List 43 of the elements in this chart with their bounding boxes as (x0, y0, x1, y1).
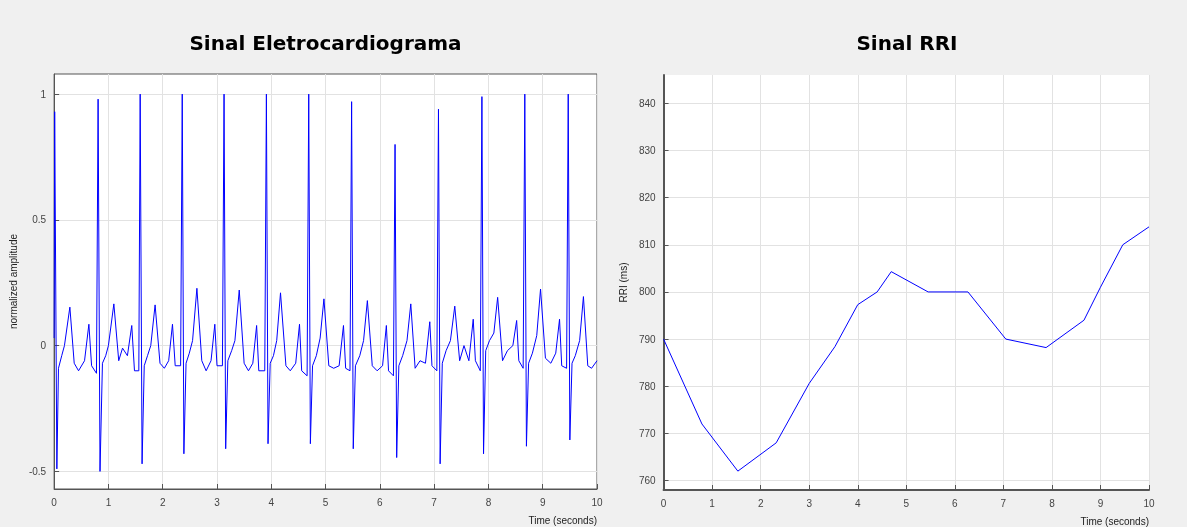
x-tick-label: 3 (806, 497, 813, 509)
y-tick-label: 830 (638, 144, 657, 156)
y-tick-label: -0.5 (28, 465, 47, 477)
x-axis-title: Time (seconds) (1080, 515, 1149, 527)
y-tick-label: 800 (638, 286, 657, 298)
line-series (663, 226, 1150, 472)
x-tick-label: 4 (854, 497, 861, 509)
x-tick-label: 6 (377, 496, 384, 508)
y-tick-label: 810 (638, 239, 657, 251)
line-series (53, 93, 598, 472)
chart-title: Sinal RRI (856, 31, 958, 55)
y-tick-label: 0.5 (32, 214, 47, 226)
y-tick-label: 770 (638, 427, 657, 439)
x-tick-label: 10 (1143, 497, 1155, 509)
x-tick-label: 9 (539, 496, 546, 508)
x-tick-label: 8 (485, 496, 492, 508)
x-tick-label: 6 (952, 497, 959, 509)
x-tick-label: 0 (51, 496, 58, 508)
x-tick-label: 3 (214, 496, 221, 508)
x-tick-label: 1 (105, 496, 112, 508)
y-tick-label: 820 (638, 192, 657, 204)
y-tick-label: 790 (638, 333, 657, 345)
x-tick-label: 2 (159, 496, 166, 508)
y-axis-title: normalized amplitude (7, 233, 19, 330)
x-tick-label: 7 (431, 496, 438, 508)
x-tick-label: 1 (709, 497, 716, 509)
x-tick-label: 5 (903, 497, 910, 509)
x-tick-label: 2 (757, 497, 764, 509)
y-axis-title: RRI (ms) (617, 262, 629, 303)
x-tick-label: 4 (268, 496, 275, 508)
x-axis-title: Time (seconds) (528, 514, 597, 526)
x-tick-label: 8 (1049, 497, 1056, 509)
y-tick-label: 1 (40, 88, 47, 100)
x-tick-label: 7 (1000, 497, 1007, 509)
x-tick-label: 5 (322, 496, 329, 508)
y-tick-label: 0 (40, 340, 47, 352)
x-tick-label: 0 (660, 497, 667, 509)
y-tick-label: 780 (638, 380, 657, 392)
x-tick-label: 10 (591, 496, 603, 508)
x-tick-label: 9 (1097, 497, 1104, 509)
chart-title: Sinal Eletrocardiograma (189, 31, 462, 55)
y-tick-label: 760 (638, 475, 657, 487)
y-tick-label: 840 (638, 97, 657, 109)
